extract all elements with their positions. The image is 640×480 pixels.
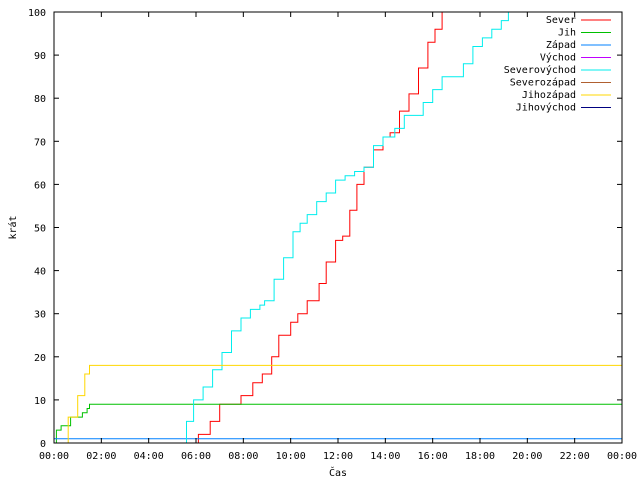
x-tick-label: 08:00 bbox=[228, 451, 258, 462]
y-tick-label: 10 bbox=[34, 396, 46, 407]
x-tick-label: 18:00 bbox=[465, 451, 495, 462]
x-tick-label: 04:00 bbox=[134, 451, 164, 462]
series-line-jih bbox=[54, 403, 622, 444]
x-tick-label: 00:00 bbox=[607, 451, 637, 462]
legend-label-jih: Jih bbox=[558, 28, 576, 39]
legend-label-zapad: Západ bbox=[546, 39, 576, 51]
y-tick-label: 60 bbox=[34, 180, 46, 191]
legend-label-jihovychod: Jihovýchod bbox=[516, 102, 576, 114]
series-line-jihozapad bbox=[54, 364, 622, 444]
legend-label-vychod: Východ bbox=[540, 52, 576, 64]
y-tick-label: 100 bbox=[28, 8, 46, 19]
x-tick-label: 14:00 bbox=[370, 451, 400, 462]
x-tick-label: 10:00 bbox=[276, 451, 306, 462]
x-tick-label: 00:00 bbox=[39, 451, 69, 462]
y-tick-label: 40 bbox=[34, 267, 46, 278]
x-tick-label: 16:00 bbox=[418, 451, 448, 462]
legend: Sever JihZápadVýchodSeverovýchodSeverozáp… bbox=[504, 15, 611, 114]
y-tick-label: 0 bbox=[40, 439, 46, 450]
y-tick-label: 90 bbox=[34, 51, 46, 62]
y-tick-label: 50 bbox=[34, 224, 46, 235]
x-tick-label: 20:00 bbox=[512, 451, 542, 462]
series-line-severovychod bbox=[54, 12, 509, 444]
legend-label-sever: Sever bbox=[546, 15, 576, 26]
x-tick-label: 12:00 bbox=[323, 451, 353, 462]
x-tick-label: 22:00 bbox=[560, 451, 590, 462]
series-line-sever bbox=[54, 12, 443, 444]
y-tick-label: 80 bbox=[34, 94, 46, 105]
y-tick-label: 70 bbox=[34, 137, 46, 148]
legend-label-jihozapad: Jihozápad bbox=[522, 89, 576, 101]
y-axis-label: krát bbox=[7, 215, 19, 239]
legend-label-severovychod: Severovýchod bbox=[504, 64, 576, 76]
legend-label-severozapad: Severozápad bbox=[510, 77, 576, 89]
axis-ticks: 00:00 02:00 04:00 06:00 08:00 10:00 12:00 14:00… bbox=[28, 8, 637, 462]
x-axis-label: Čas bbox=[329, 466, 347, 479]
x-tick-label: 02:00 bbox=[86, 451, 116, 462]
x-tick-label: 06:00 bbox=[181, 451, 211, 462]
y-tick-label: 30 bbox=[34, 310, 46, 321]
y-tick-label: 20 bbox=[34, 353, 46, 364]
